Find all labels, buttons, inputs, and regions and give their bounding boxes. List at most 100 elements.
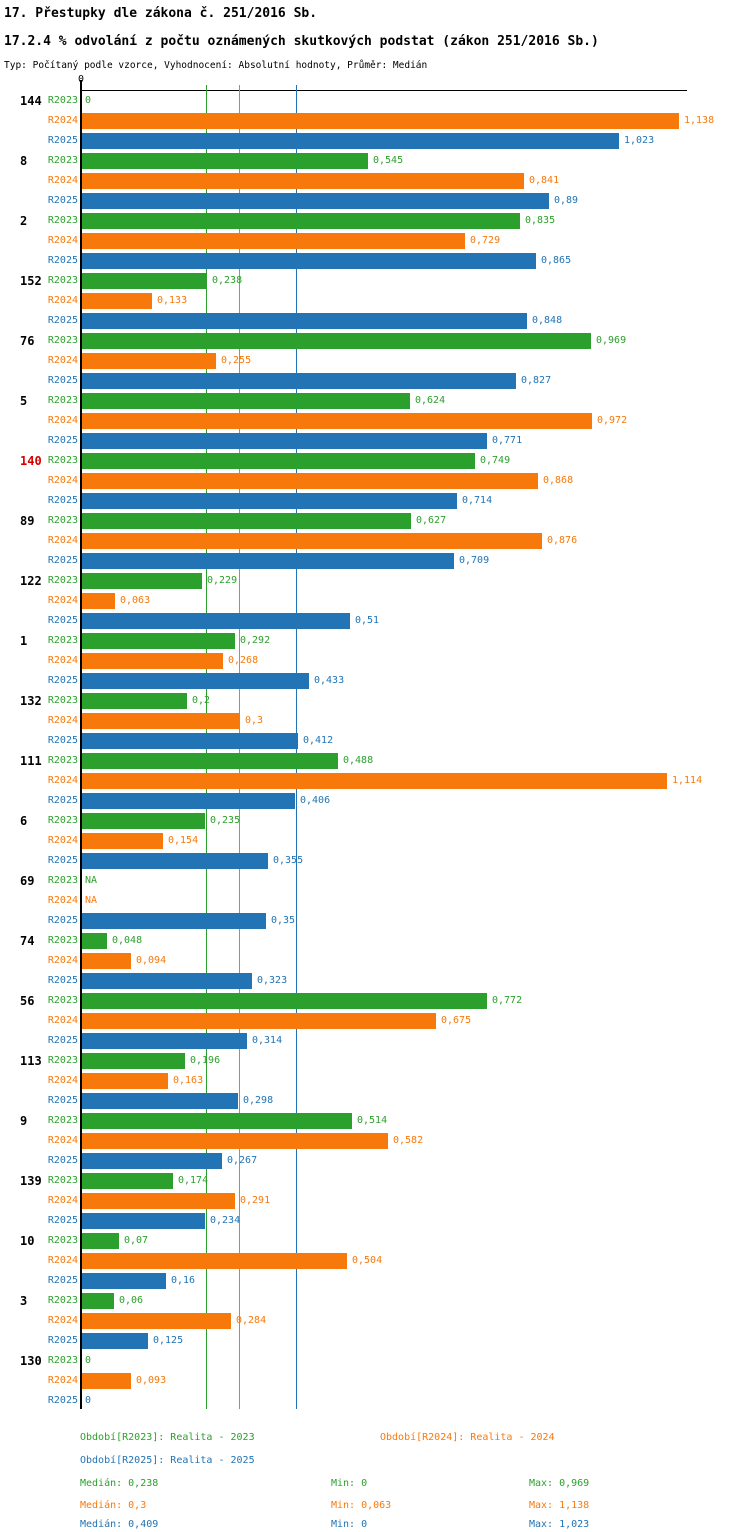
group-label: 3 [20, 1294, 28, 1308]
value-label: 0,093 [136, 1375, 167, 1386]
bar-group-140: 140 R2023 0,749 R2024 0,868 R2025 0,714 [0, 453, 750, 513]
bar-r2025 [82, 373, 516, 389]
bar-r2023 [82, 1293, 114, 1309]
bar-row: R2024 0,063 [0, 593, 750, 609]
series-label: R2025 [47, 855, 78, 866]
value-label: 0,234 [210, 1215, 241, 1226]
series-label: R2025 [47, 135, 78, 146]
series-label: R2024 [47, 835, 78, 846]
bar-row: R2024 0,163 [0, 1073, 750, 1089]
series-label: R2024 [47, 355, 78, 366]
bar-row: R2025 0,234 [0, 1213, 750, 1229]
stat-median-r2023: Medián: 0,238 [80, 1478, 159, 1489]
bar-r2024 [82, 233, 465, 249]
group-label: 152 [20, 274, 42, 288]
bar-r2024 [82, 773, 667, 789]
bar-row: R2025 0,355 [0, 853, 750, 869]
bar-r2025 [82, 613, 350, 629]
bar-row: R2024 0,729 [0, 233, 750, 249]
value-label: NA [85, 895, 98, 906]
stat-median-r2025: Medián: 0,409 [80, 1519, 159, 1530]
bar-row: R2024 0,868 [0, 473, 750, 489]
bar-r2024 [82, 173, 524, 189]
bar-row: R2023 0 [0, 1353, 750, 1369]
group-label: 10 [20, 1234, 35, 1248]
group-label: 74 [20, 934, 35, 948]
value-label: 0,255 [221, 355, 252, 366]
bar-r2023 [82, 213, 520, 229]
bar-row: R2023 0,229 [0, 573, 750, 589]
value-label: 0,772 [492, 995, 523, 1006]
series-label: R2025 [47, 975, 78, 986]
series-label: R2025 [47, 195, 78, 206]
bar-r2025 [82, 553, 454, 569]
bar-r2024 [82, 473, 538, 489]
bar-r2024 [82, 1373, 131, 1389]
bar-row: R2024 1,114 [0, 773, 750, 789]
value-label: 0,865 [541, 255, 572, 266]
value-label: 0,848 [532, 315, 563, 326]
series-label: R2024 [47, 1195, 78, 1206]
value-label: 0,624 [415, 395, 446, 406]
value-label: 1,023 [624, 135, 655, 146]
bar-row: R2023 0,835 [0, 213, 750, 229]
bar-r2023 [82, 993, 487, 1009]
bar-r2025 [82, 1093, 238, 1109]
value-label: 0,16 [171, 1275, 196, 1286]
group-label: 111 [20, 754, 42, 768]
value-label: 0,06 [119, 1295, 144, 1306]
bar-row: R2024 0,094 [0, 953, 750, 969]
value-label: 0,229 [207, 575, 238, 586]
bar-row: R2023 0,749 [0, 453, 750, 469]
bar-r2025 [82, 193, 549, 209]
series-label: R2024 [47, 895, 78, 906]
value-label: 0,154 [168, 835, 199, 846]
series-label: R2023 [47, 755, 78, 766]
value-label: 0,174 [178, 1175, 209, 1186]
series-label: R2024 [47, 115, 78, 126]
group-label: 56 [20, 994, 35, 1008]
bar-row: R2025 1,023 [0, 133, 750, 149]
group-label: 8 [20, 154, 28, 168]
series-label: R2024 [47, 1375, 78, 1386]
bar-row: R2024 0,291 [0, 1193, 750, 1209]
bar-r2024 [82, 653, 223, 669]
series-label: R2023 [47, 695, 78, 706]
value-label: 0,514 [357, 1115, 388, 1126]
bar-row: R2025 0,35 [0, 913, 750, 929]
series-label: R2023 [47, 1295, 78, 1306]
legend-item-r2023: Období[R2023]: Realita - 2023 [80, 1432, 255, 1443]
value-label: 0,827 [521, 375, 552, 386]
series-label: R2025 [47, 735, 78, 746]
value-label: 0 [85, 95, 92, 106]
bar-group-74: 74 R2023 0,048 R2024 0,094 R2025 0,323 [0, 933, 750, 993]
bar-group-3: 3 R2023 0,06 R2024 0,284 R2025 0,125 [0, 1293, 750, 1353]
stat-median-r2024: Medián: 0,3 [80, 1500, 147, 1511]
series-label: R2025 [47, 1395, 78, 1406]
bar-row: R2024 0,675 [0, 1013, 750, 1029]
bar-r2023 [82, 573, 202, 589]
bar-row: R2024 0,268 [0, 653, 750, 669]
bar-r2025 [82, 433, 487, 449]
bar-row: R2024 0,504 [0, 1253, 750, 1269]
value-label: 0,094 [136, 955, 167, 966]
bar-row: R2023 0,2 [0, 693, 750, 709]
series-label: R2025 [47, 255, 78, 266]
bar-row: R2024 0,876 [0, 533, 750, 549]
bar-r2025 [82, 1213, 205, 1229]
series-label: R2025 [47, 1035, 78, 1046]
series-label: R2025 [47, 435, 78, 446]
bar-r2024 [82, 353, 216, 369]
bar-r2023 [82, 393, 410, 409]
value-label: 0,163 [173, 1075, 204, 1086]
stat-min-r2023: Min: 0 [331, 1478, 368, 1489]
bar-row: R2023 0,196 [0, 1053, 750, 1069]
bar-group-56: 56 R2023 0,772 R2024 0,675 R2025 0,314 [0, 993, 750, 1053]
bar-row: R2023 0,238 [0, 273, 750, 289]
bar-row: R2023 0,772 [0, 993, 750, 1009]
bar-group-152: 152 R2023 0,238 R2024 0,133 R2025 0,848 [0, 273, 750, 333]
series-label: R2024 [47, 1255, 78, 1266]
bar-row: R2025 0,865 [0, 253, 750, 269]
bar-row: R2025 0,433 [0, 673, 750, 689]
bar-r2025 [82, 973, 252, 989]
